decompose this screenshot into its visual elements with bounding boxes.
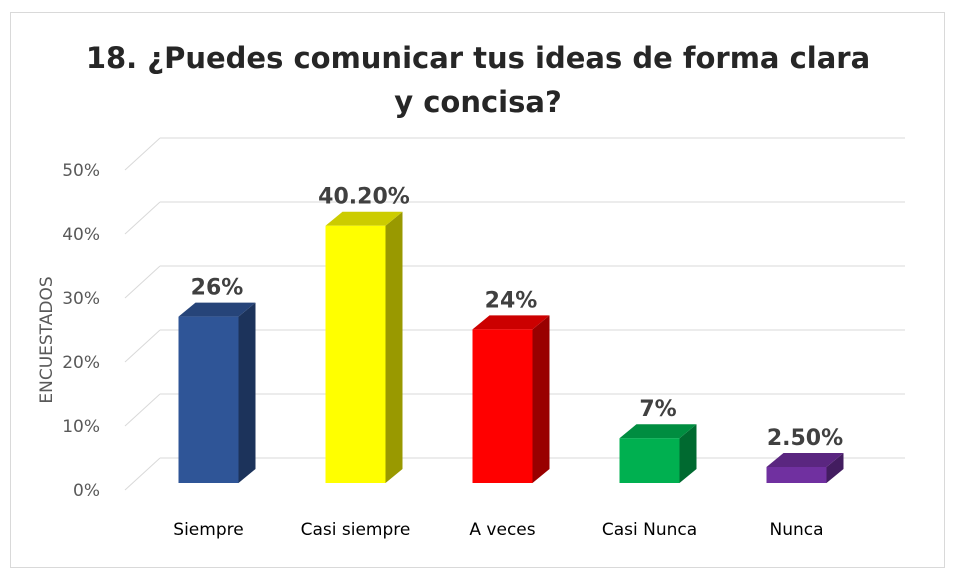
x-tick-label: Casi Nunca [602, 520, 697, 540]
data-label: 24% [485, 288, 538, 313]
bar [325, 225, 386, 483]
bar-top [619, 424, 697, 439]
data-label: 7% [639, 397, 676, 422]
bar-side [238, 302, 256, 483]
grid-line [124, 457, 161, 491]
bar [619, 438, 680, 483]
chart-title: 18. ¿Puedes comunicar tus ideas de forma… [85, 41, 871, 119]
grid-line [124, 265, 161, 299]
grid-line [124, 329, 161, 363]
bar-side [679, 424, 697, 483]
bar-top [766, 453, 844, 467]
data-label: 2.50% [767, 426, 843, 451]
bar [472, 329, 533, 483]
bar-top [325, 211, 403, 226]
y-tick-label: 10% [62, 417, 100, 437]
data-label: 40.20% [318, 185, 410, 210]
bar-side [826, 453, 844, 483]
y-tick-label: 30% [62, 289, 100, 309]
y-tick-label: 20% [62, 353, 100, 373]
bar-top [472, 315, 550, 330]
x-tick-label: Nunca [769, 520, 823, 540]
y-axis-label: ENCUESTADOS [37, 276, 57, 403]
grid-line [124, 201, 161, 235]
y-tick-label: 0% [73, 481, 100, 501]
bar [766, 467, 827, 483]
bar-side [385, 211, 403, 483]
y-tick-label: 40% [62, 225, 100, 245]
x-tick-label: Siempre [173, 520, 243, 540]
grid-line [124, 393, 161, 427]
bar-side [532, 315, 550, 483]
data-label: 26% [191, 276, 244, 301]
grid-line [124, 137, 161, 171]
x-tick-label: Casi siempre [301, 520, 411, 540]
x-tick-label: A veces [469, 520, 535, 540]
bar [178, 316, 239, 483]
y-tick-label: 50% [62, 161, 100, 181]
bar-top [178, 302, 256, 317]
chart-frame [10, 12, 945, 568]
